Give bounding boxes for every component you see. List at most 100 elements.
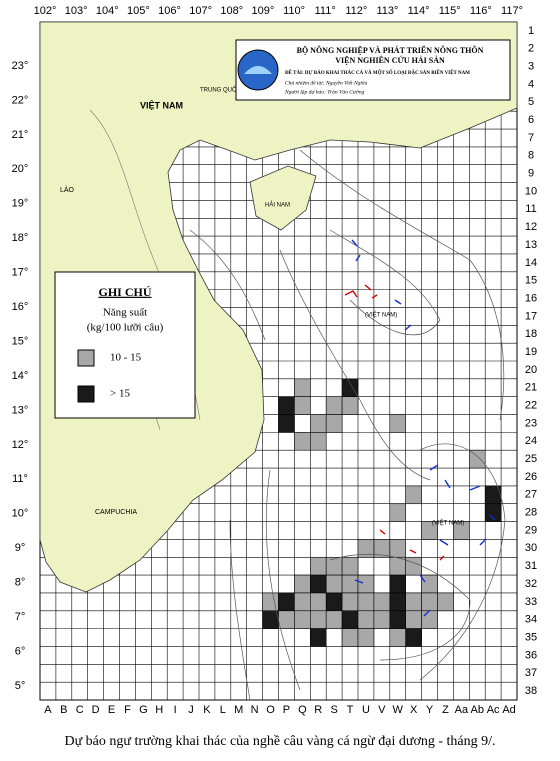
hainan-island [249, 165, 317, 231]
longitude-label: 116° [470, 5, 492, 17]
forecast-cell [309, 610, 327, 629]
legend-swatch [77, 385, 95, 403]
forecast-cell [341, 556, 359, 576]
column-label: U [362, 704, 370, 716]
forecast-cell [278, 396, 295, 415]
column-label: J [188, 704, 194, 716]
latitude-label: 7° [15, 611, 26, 623]
header-institute: VIỆN NGHIÊN CỨU HẢI SẢN [335, 55, 445, 65]
forecast-cell [389, 556, 406, 576]
column-label: Ab [471, 704, 484, 716]
legend-unit: (kg/100 lưỡi câu) [87, 322, 164, 334]
longitude-label: 110° [283, 5, 305, 17]
latitude-label: 15° [12, 335, 29, 347]
forecast-cell [421, 592, 438, 612]
row-label: 34 [525, 614, 537, 626]
place-label: TRUNG QUỐC [200, 87, 242, 94]
row-label: 31 [525, 560, 537, 572]
forecast-cell [294, 592, 311, 612]
legend-label: > 15 [110, 388, 130, 400]
longitude-label: 107° [189, 5, 212, 17]
forecast-cell [468, 449, 486, 469]
logo-wave [244, 66, 272, 74]
longitude-label: 112° [345, 5, 367, 17]
column-label: Z [442, 704, 449, 716]
contour [229, 519, 251, 701]
header-project: ĐỀ TÀI: DỰ BÁO KHAI THÁC CÁ VÀ MỘT SỐ LO… [285, 70, 470, 76]
contour [279, 249, 431, 481]
latitude-label: 8° [15, 577, 26, 589]
forecast-cell [294, 432, 311, 451]
row-label: 20 [525, 364, 537, 376]
column-label: G [139, 704, 148, 716]
header-lead: Chủ nhiệm đề tài: Nguyễn Viết Nghĩa [285, 79, 368, 86]
row-label: 23 [525, 417, 537, 429]
forecast-cell [309, 556, 327, 576]
place-label: CAMPUCHIA [95, 509, 137, 516]
row-label: 27 [525, 489, 537, 501]
latitude-label: 6° [15, 645, 26, 657]
longitude-label: 104° [96, 5, 119, 17]
row-label: 19 [525, 346, 537, 358]
forecast-cell [421, 610, 438, 629]
forecast-cell [405, 592, 422, 612]
forecast-cell [357, 574, 375, 594]
forecast-cell [278, 610, 295, 629]
row-label: 26 [525, 471, 537, 483]
latitude-label: 13° [12, 404, 29, 416]
latitude-label: 23° [12, 60, 29, 72]
column-label: Aa [455, 704, 469, 716]
column-label: F [124, 704, 131, 716]
latitude-label: 11° [12, 473, 28, 485]
header-frame [235, 39, 511, 101]
legend-subtitle: Năng suất [103, 307, 147, 319]
forecast-cell [357, 628, 375, 647]
legend-swatch [77, 349, 95, 367]
column-label: P [283, 704, 290, 716]
column-label: I [174, 704, 177, 716]
header-author: Người lập dự báo: Trần Văn Cường [284, 88, 365, 95]
island [344, 284, 378, 299]
column-label: M [234, 704, 243, 716]
bathymetry [189, 149, 506, 701]
latitude-label: 5° [15, 680, 26, 692]
forecast-cell [437, 592, 454, 612]
column-label: R [314, 704, 322, 716]
row-label: 36 [525, 649, 537, 661]
forecast-cell [389, 414, 406, 433]
row-label: 37 [525, 667, 537, 679]
column-label: L [220, 704, 226, 716]
latitude-label: 12° [12, 439, 29, 451]
longitude-label: 113° [376, 5, 398, 17]
column-label: Y [426, 704, 434, 716]
header-box: BỘ NÔNG NGHIỆP VÀ PHÁT TRIỂN NÔNG THÔN V… [235, 39, 511, 101]
column-label: X [410, 704, 418, 716]
row-label: 22 [525, 400, 537, 412]
row-label: 7 [528, 132, 534, 144]
header-ministry: BỘ NÔNG NGHIỆP VÀ PHÁT TRIỂN NÔNG THÔN [297, 45, 484, 55]
column-label: S [330, 704, 337, 716]
legend: GHI CHÚ Năng suất (kg/100 lưỡi câu) 10 -… [54, 271, 196, 419]
row-label: 35 [525, 631, 537, 643]
forecast-cell [357, 592, 375, 612]
forecast-cell [484, 503, 502, 522]
forecast-cell [325, 610, 343, 629]
caption: Dự báo ngư trường khai thác của nghề câu… [64, 734, 495, 749]
column-label: Ac [487, 704, 500, 716]
forecast-cell [357, 610, 375, 629]
forecast-cell [325, 556, 343, 576]
forecast-cell [405, 556, 422, 576]
longitude-label: 117° [501, 5, 523, 17]
row-label: 25 [525, 453, 537, 465]
islands [344, 239, 496, 617]
forecast-cell [309, 432, 327, 451]
forecast-cell [294, 378, 311, 397]
axis-labels: A B C D E F G H I J K L M N O P Q R S T U V W X Y Z Aa Ab Ac Ad123456… [12, 5, 537, 716]
island [354, 464, 496, 617]
forecast-cell [389, 592, 406, 612]
forecast-cell [262, 592, 279, 612]
row-label: 5 [528, 96, 534, 108]
row-label: 16 [525, 292, 537, 304]
forecast-cell [278, 414, 295, 433]
forecast-cell [389, 628, 406, 647]
